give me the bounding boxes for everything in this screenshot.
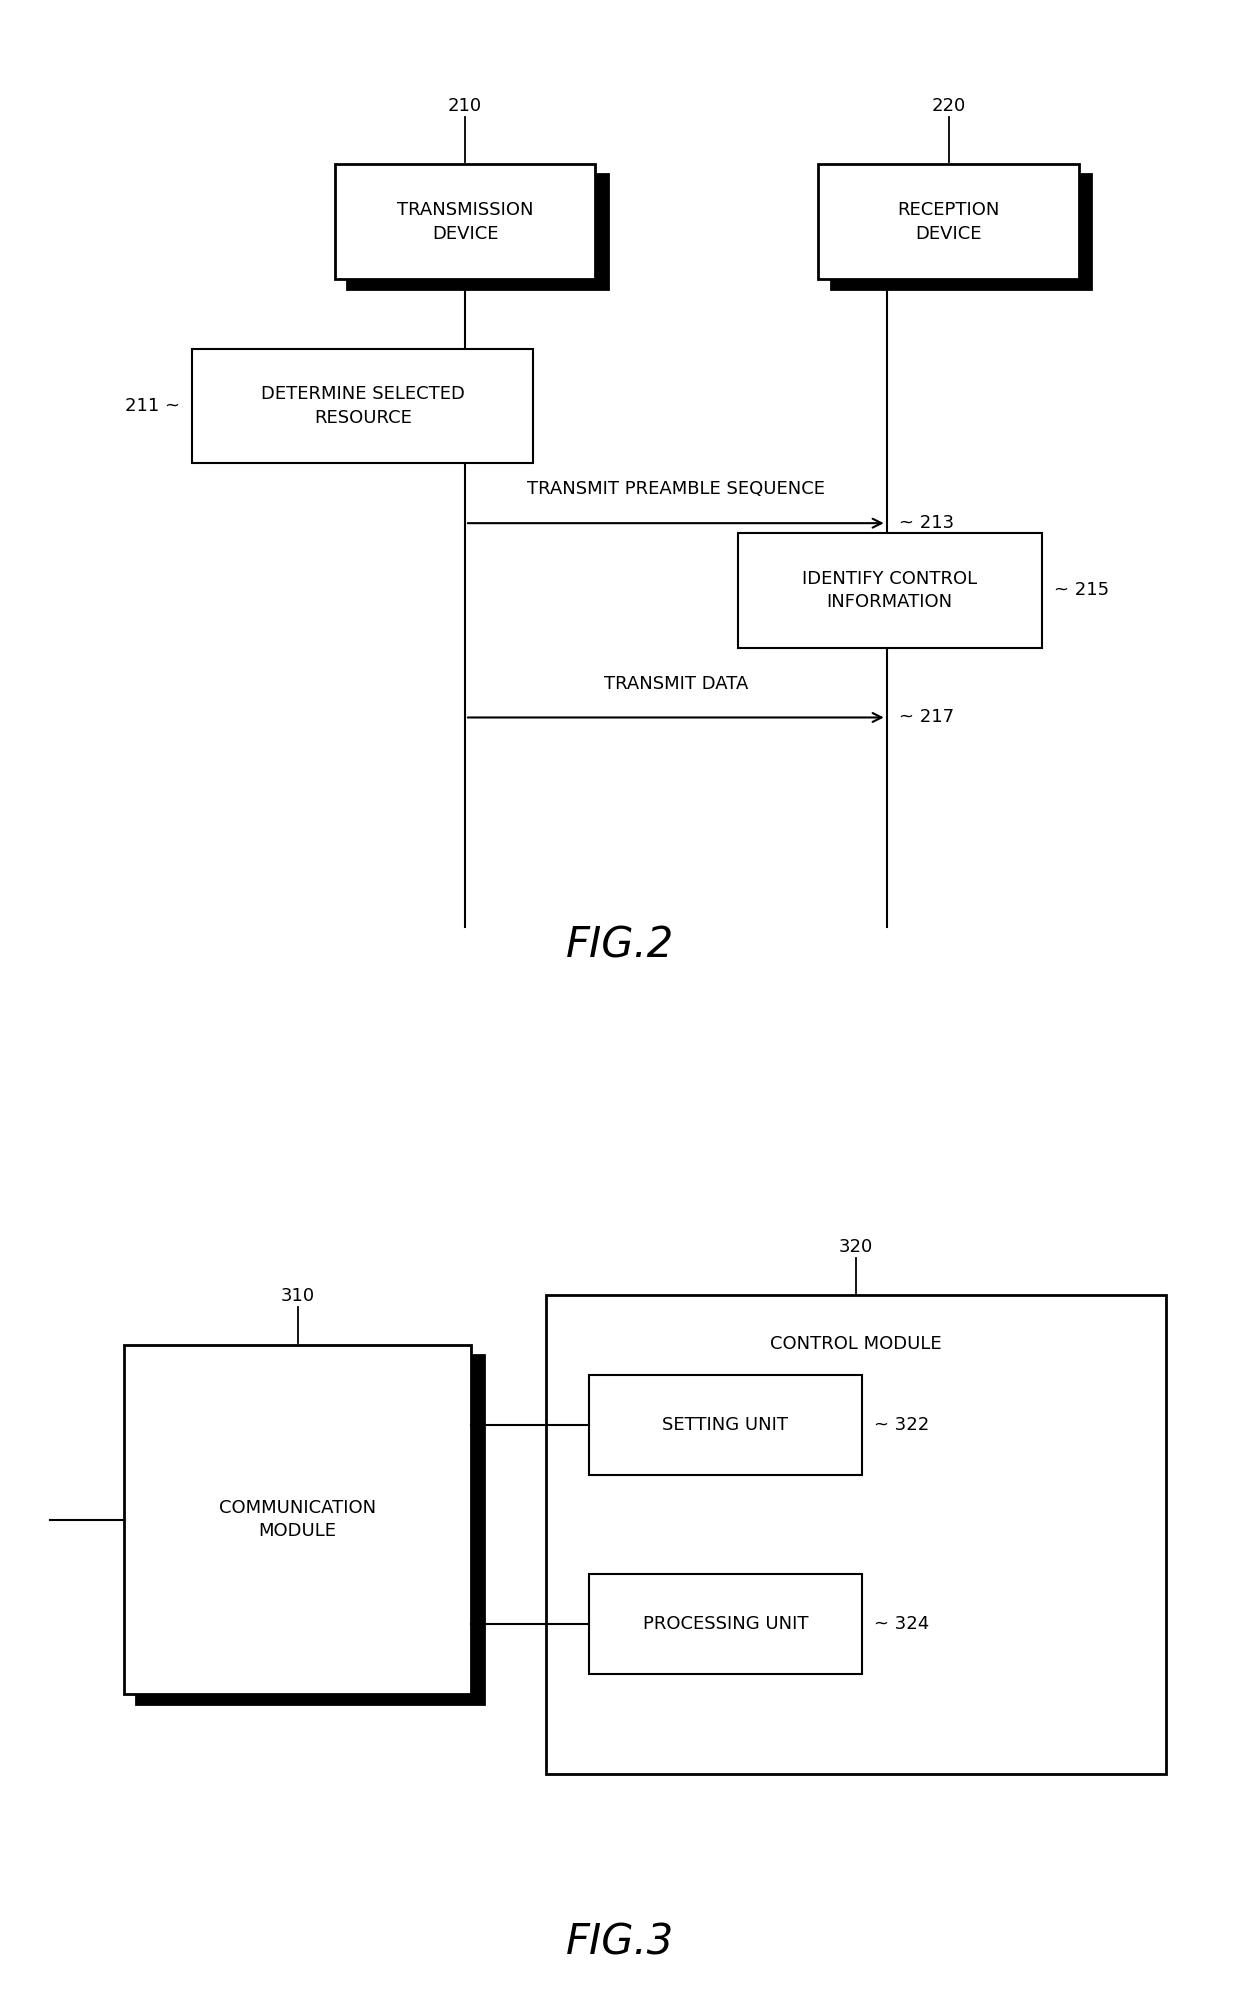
Text: RECEPTION
DEVICE: RECEPTION DEVICE — [898, 201, 999, 243]
Bar — [335, 165, 595, 279]
Text: 310: 310 — [280, 1287, 315, 1305]
Text: ~ 322: ~ 322 — [874, 1415, 930, 1435]
Bar — [546, 1295, 1166, 1774]
Text: FIG.3: FIG.3 — [565, 1921, 675, 1963]
Text: COMMUNICATION
MODULE: COMMUNICATION MODULE — [219, 1499, 376, 1541]
Text: 320: 320 — [838, 1238, 873, 1256]
Bar — [136, 1355, 484, 1704]
Text: IDENTIFY CONTROL
INFORMATION: IDENTIFY CONTROL INFORMATION — [802, 570, 977, 612]
Text: PROCESSING UNIT: PROCESSING UNIT — [642, 1614, 808, 1634]
Bar — [589, 1375, 862, 1475]
Text: ~ 215: ~ 215 — [1054, 582, 1109, 600]
Text: 220: 220 — [931, 96, 966, 114]
Bar — [347, 175, 608, 289]
Bar — [818, 165, 1079, 279]
Bar — [738, 532, 1042, 648]
Text: ~ 217: ~ 217 — [899, 708, 954, 727]
Bar — [124, 1345, 471, 1694]
Bar — [589, 1574, 862, 1674]
Text: FIG.2: FIG.2 — [565, 925, 675, 967]
Text: TRANSMISSION
DEVICE: TRANSMISSION DEVICE — [397, 201, 533, 243]
Bar — [192, 349, 533, 464]
Text: TRANSMIT DATA: TRANSMIT DATA — [604, 674, 748, 694]
Text: ~ 213: ~ 213 — [899, 514, 954, 532]
Text: DETERMINE SELECTED
RESOURCE: DETERMINE SELECTED RESOURCE — [260, 385, 465, 427]
Text: 210: 210 — [448, 96, 482, 114]
Text: 211 ~: 211 ~ — [125, 397, 180, 415]
Bar — [601, 1584, 874, 1684]
Text: TRANSMIT PREAMBLE SEQUENCE: TRANSMIT PREAMBLE SEQUENCE — [527, 480, 825, 498]
Bar — [831, 175, 1091, 289]
Bar — [601, 1385, 874, 1485]
Text: CONTROL MODULE: CONTROL MODULE — [770, 1335, 941, 1353]
Text: ~ 324: ~ 324 — [874, 1614, 930, 1634]
Text: SETTING UNIT: SETTING UNIT — [662, 1415, 789, 1435]
